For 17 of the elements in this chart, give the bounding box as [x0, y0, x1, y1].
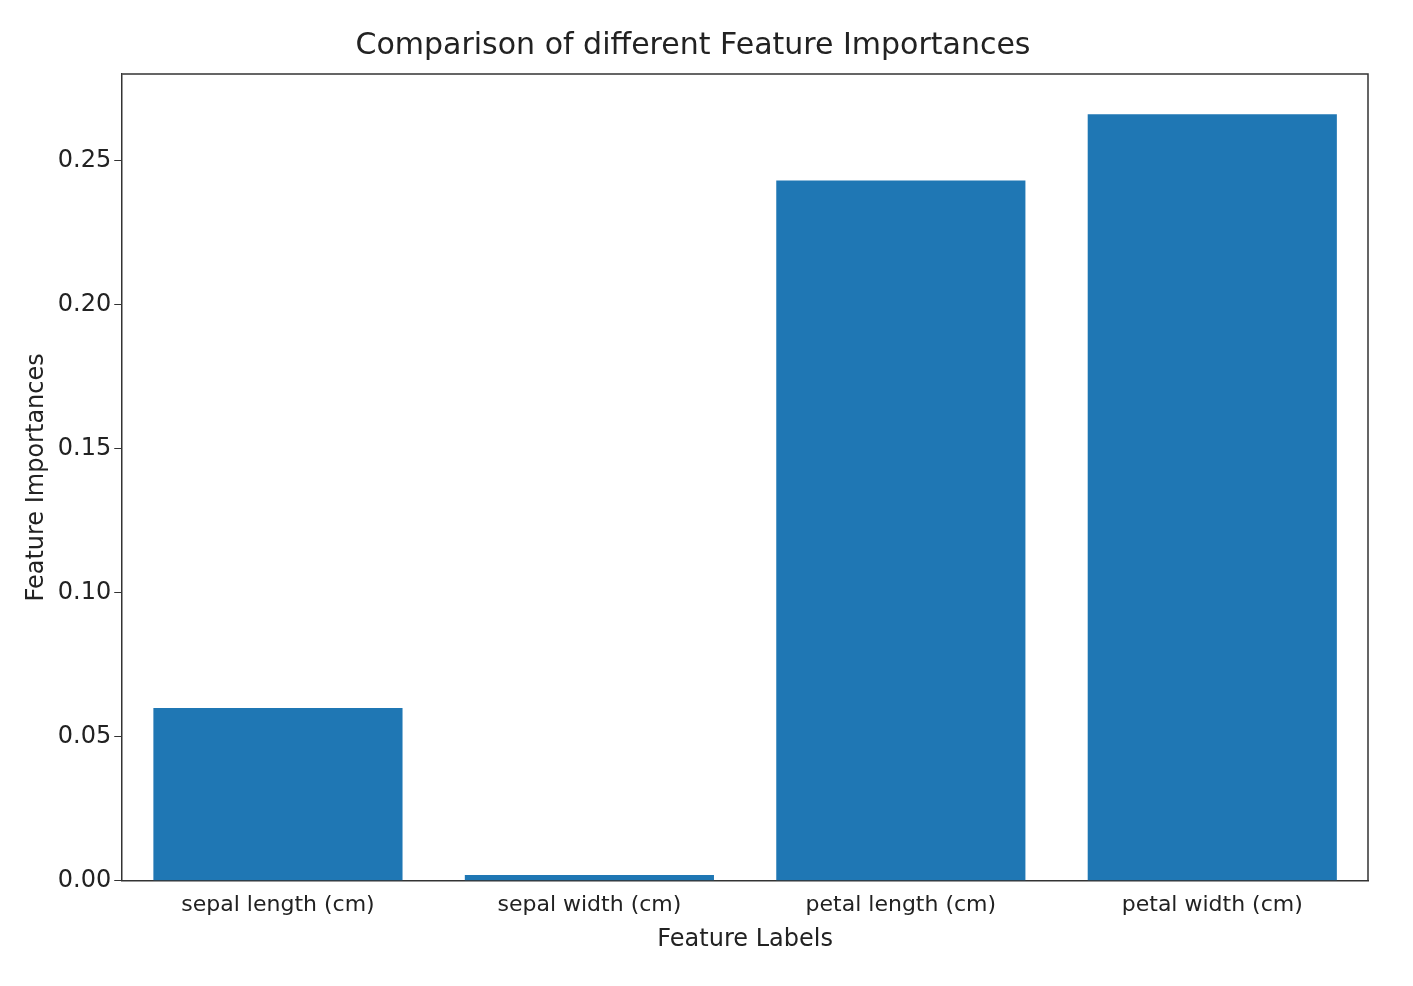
x-tick-label: sepal width (cm) — [497, 890, 682, 916]
y-tick-label: 0.00 — [57, 865, 112, 894]
bar — [153, 707, 403, 881]
x-tick-label: petal width (cm) — [1121, 890, 1303, 916]
y-tick-label: 0.15 — [57, 432, 112, 461]
y-tick-label: 0.05 — [57, 720, 112, 749]
x-tick-label: petal length (cm) — [805, 890, 997, 916]
x-tick-label: sepal length (cm) — [181, 890, 375, 916]
chart-title: Comparison of different Feature Importances — [355, 25, 1031, 61]
bar — [776, 180, 1026, 881]
bar — [464, 875, 714, 881]
bar — [1087, 114, 1337, 881]
y-axis-title: Feature Importances — [20, 353, 49, 602]
x-axis-title: Feature Labels — [657, 923, 833, 952]
y-tick-label: 0.20 — [57, 288, 112, 317]
y-tick-label: 0.10 — [57, 576, 112, 605]
y-tick-label: 0.25 — [57, 144, 112, 173]
